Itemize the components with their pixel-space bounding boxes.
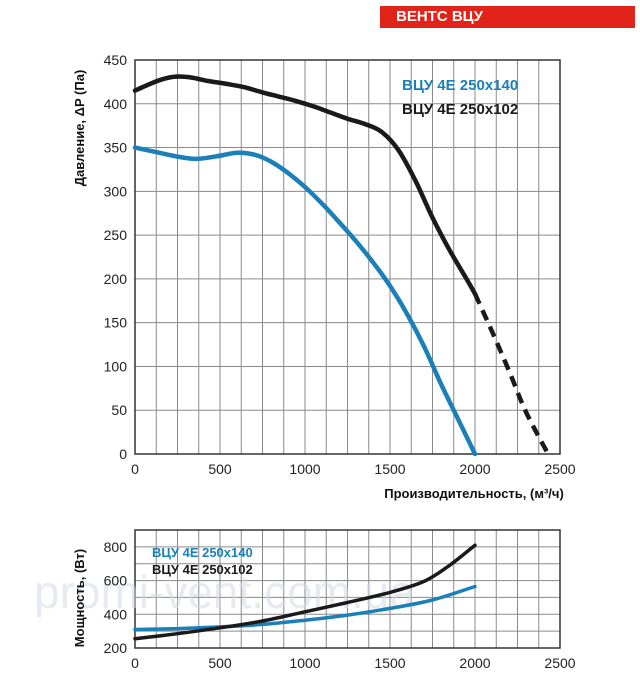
power-y-tick-label: 400 <box>104 606 128 622</box>
pressure-y-tick-label: 450 <box>104 52 128 68</box>
pressure-series-line-1 <box>132 74 478 297</box>
pressure-y-tick-label: 250 <box>104 227 128 243</box>
pressure-y-tick-label: 150 <box>104 315 128 331</box>
legend-black-power: ВЦУ 4Е 250х102 <box>152 562 253 577</box>
power-grid <box>134 529 561 649</box>
pressure-x-tick-label: 500 <box>208 461 232 477</box>
pressure-y-tick-label: 400 <box>104 96 128 112</box>
pressure-grid <box>134 59 561 455</box>
legend-blue-pressure: ВЦУ 4Е 250х140 <box>402 77 518 94</box>
pressure-x-tick-label: 2500 <box>544 461 575 477</box>
legend-black-pressure: ВЦУ 4Е 250х102 <box>402 101 518 118</box>
watermark: promi-vent.com.ua <box>34 566 415 618</box>
power-tick-labels: 0 500 1000 1500 2000 2500 200 400 600 800 <box>104 539 576 671</box>
power-x-tick-label: 2000 <box>459 655 490 671</box>
power-y-tick-label: 200 <box>104 640 128 656</box>
pressure-y-tick-label: 50 <box>111 402 127 418</box>
brand-badge: ВЕНТС ВЦУ <box>380 6 635 28</box>
pressure-x-tick-label: 1500 <box>374 461 405 477</box>
pressure-y-tick-label: 200 <box>104 271 128 287</box>
power-x-tick-label: 1500 <box>374 655 405 671</box>
pressure-series-line-2 <box>472 292 551 456</box>
power-plot-frame <box>134 529 561 649</box>
pressure-x-tick-label: 2000 <box>459 461 490 477</box>
pressure-tick-labels: 0 500 1000 1500 2000 2500 0 50 100 150 200 250 300 35… <box>104 52 576 477</box>
pressure-x-tick-label: 1000 <box>289 461 320 477</box>
pressure-y-tick-label: 100 <box>104 358 128 374</box>
legend-blue-power: ВЦУ 4Е 250х140 <box>152 545 253 560</box>
power-x-tick-label: 1000 <box>289 655 320 671</box>
power-x-tick-label: 500 <box>208 655 232 671</box>
pressure-series-line-0 <box>132 145 478 457</box>
pressure-x-tick-label: 0 <box>131 461 139 477</box>
pressure-y-axis-label: Давление, ΔP (Па) <box>72 70 87 187</box>
power-y-axis-label: Мощность, (Вт) <box>72 549 87 647</box>
power-x-tick-label: 2500 <box>544 655 575 671</box>
pressure-y-tick-label: 0 <box>119 446 127 462</box>
power-series-line-1 <box>133 543 477 641</box>
power-series-line-0 <box>133 584 477 632</box>
pressure-series <box>132 74 551 457</box>
pressure-x-axis-label: Производительность, (м³/ч) <box>384 486 564 501</box>
pressure-plot-frame <box>134 59 561 455</box>
pressure-y-tick-label: 350 <box>104 140 128 156</box>
power-y-tick-label: 600 <box>104 573 128 589</box>
power-y-tick-label: 800 <box>104 539 128 555</box>
pressure-y-tick-label: 300 <box>104 183 128 199</box>
power-x-tick-label: 0 <box>131 655 139 671</box>
power-series <box>133 543 477 641</box>
